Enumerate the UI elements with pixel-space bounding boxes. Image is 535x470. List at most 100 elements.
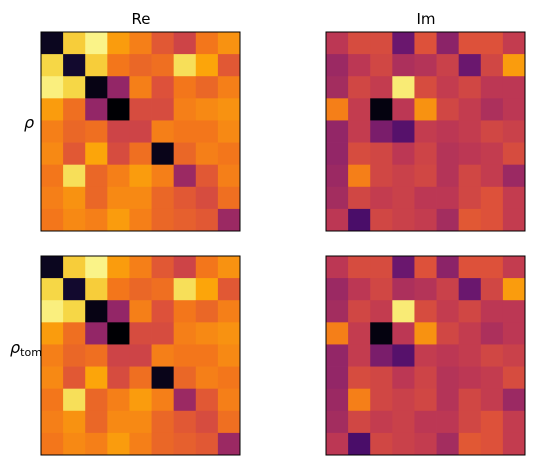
heatmap-cell-rho-tomo-imag-r2-c3 [392,300,415,323]
heatmap-cell-rho-tomo-real-r2-c3 [107,300,130,323]
heatmap-cell-rho-tomo-real-r8-c2 [85,432,108,456]
heatmap-cell-rho-tomo-imag-r8-c2 [370,432,393,456]
heatmap-cell-rho-imag-r8-c6 [458,208,482,232]
heatmap-cell-rho-tomo-imag-r4-c0 [326,344,349,367]
heatmap-cell-rho-imag-r0-c8 [502,32,526,55]
heatmap-cell-rho-imag-r7-c6 [458,186,482,210]
heatmap-cell-rho-tomo-imag-r5-c7 [480,366,504,390]
heatmap-cell-rho-tomo-imag-r3-c3 [392,322,415,345]
heatmap-cell-rho-tomo-real-r3-c8 [217,322,241,345]
heatmap-cell-rho-imag-r5-c1 [348,142,371,166]
heatmap-cell-rho-tomo-imag-r1-c7 [480,278,504,301]
heatmap-frame-rho-imag [325,31,526,232]
heatmap-cell-rho-real-r2-c8 [217,76,241,99]
heatmap-cell-rho-tomo-real-r8-c4 [129,432,152,456]
heatmap-cell-rho-tomo-real-r4-c4 [129,344,152,367]
heatmap-cell-rho-tomo-imag-r0-c4 [414,256,437,279]
heatmap-cell-rho-real-r2-c2 [85,76,108,99]
heatmap-cell-rho-imag-r1-c3 [392,54,415,77]
heatmap-cell-rho-imag-r6-c4 [414,164,437,188]
heatmap-cell-rho-tomo-real-r3-c2 [85,322,108,345]
heatmap-cell-rho-real-r0-c4 [129,32,152,55]
heatmap-cell-rho-tomo-real-r3-c7 [195,322,219,345]
heatmap-cell-rho-imag-r1-c5 [436,54,460,77]
heatmap-cell-rho-tomo-imag-r2-c4 [414,300,437,323]
heatmap-cell-rho-real-r6-c6 [173,164,197,188]
heatmap-cell-rho-real-r8-c2 [85,208,108,232]
heatmap-cell-rho-real-r2-c5 [151,76,175,99]
heatmap-cell-rho-tomo-imag-r0-c7 [480,256,504,279]
heatmap-cell-rho-tomo-imag-r8-c1 [348,432,371,456]
heatmap-cell-rho-real-r5-c3 [107,142,130,166]
heatmap-cell-rho-real-r2-c0 [41,76,64,99]
heatmap-cell-rho-tomo-real-r1-c5 [151,278,175,301]
heatmap-cell-rho-tomo-imag-r5-c2 [370,366,393,390]
heatmap-cell-rho-tomo-real-r8-c3 [107,432,130,456]
heatmap-cell-rho-tomo-imag-r1-c5 [436,278,460,301]
heatmap-cell-rho-tomo-real-r7-c4 [129,410,152,434]
heatmap-cell-rho-imag-r1-c0 [326,54,349,77]
heatmap-cell-rho-imag-r2-c3 [392,76,415,99]
heatmap-cell-rho-imag-r0-c6 [458,32,482,55]
heatmap-cell-rho-real-r7-c3 [107,186,130,210]
heatmap-cell-rho-real-r1-c8 [217,54,241,77]
heatmap-cell-rho-tomo-real-r4-c3 [107,344,130,367]
heatmap-cell-rho-imag-r2-c4 [414,76,437,99]
heatmap-cell-rho-tomo-real-r6-c2 [85,388,108,412]
row-label-rho: ρ [24,113,34,132]
heatmap-cell-rho-tomo-imag-r2-c0 [326,300,349,323]
heatmap-cell-rho-tomo-real-r2-c7 [195,300,219,323]
heatmap-cell-rho-tomo-imag-r7-c6 [458,410,482,434]
heatmap-cell-rho-real-r8-c5 [151,208,175,232]
heatmap-cell-rho-imag-r4-c7 [480,120,504,143]
heatmap-cell-rho-real-r2-c6 [173,76,197,99]
heatmap-cell-rho-tomo-imag-r0-c0 [326,256,349,279]
heatmap-cell-rho-imag-r6-c6 [458,164,482,188]
heatmap-cell-rho-real-r7-c8 [217,186,241,210]
heatmap-cell-rho-tomo-real-r6-c6 [173,388,197,412]
heatmap-cell-rho-imag-r6-c1 [348,164,371,188]
heatmap-cell-rho-tomo-imag-r6-c6 [458,388,482,412]
heatmap-cell-rho-tomo-real-r7-c6 [173,410,197,434]
heatmap-cell-rho-real-r1-c5 [151,54,175,77]
heatmap-cell-rho-real-r4-c8 [217,120,241,143]
heatmap-cell-rho-real-r6-c5 [151,164,175,188]
heatmap-cell-rho-imag-r0-c5 [436,32,460,55]
heatmap-frame-rho-real [40,31,241,232]
heatmap-cell-rho-tomo-imag-r7-c8 [502,410,526,434]
heatmap-cell-rho-imag-r8-c0 [326,208,349,232]
heatmap-cell-rho-tomo-real-r0-c6 [173,256,197,279]
heatmap-cell-rho-imag-r3-c2 [370,98,393,121]
heatmap-cell-rho-tomo-imag-r1-c4 [414,278,437,301]
heatmap-cell-rho-tomo-real-r0-c1 [63,256,86,279]
heatmap-cell-rho-imag-r6-c8 [502,164,526,188]
heatmap-cell-rho-imag-r8-c7 [480,208,504,232]
heatmap-cell-rho-tomo-imag-r2-c6 [458,300,482,323]
heatmap-cell-rho-tomo-imag-r4-c8 [502,344,526,367]
heatmap-cell-rho-tomo-imag-r2-c7 [480,300,504,323]
heatmap-cell-rho-tomo-real-r3-c0 [41,322,64,345]
heatmap-cell-rho-imag-r5-c4 [414,142,437,166]
heatmap-cell-rho-real-r7-c4 [129,186,152,210]
heatmap-cell-rho-tomo-imag-r7-c5 [436,410,460,434]
heatmap-cell-rho-tomo-imag-r5-c4 [414,366,437,390]
heatmap-cell-rho-tomo-imag-r8-c3 [392,432,415,456]
heatmap-cell-rho-tomo-imag-r6-c4 [414,388,437,412]
heatmap-cell-rho-tomo-real-r8-c6 [173,432,197,456]
heatmap-cell-rho-tomo-imag-r5-c5 [436,366,460,390]
heatmap-cell-rho-tomo-imag-r2-c2 [370,300,393,323]
heatmap-cell-rho-imag-r4-c0 [326,120,349,143]
heatmap-cell-rho-tomo-real-r1-c6 [173,278,197,301]
heatmap-cell-rho-real-r6-c4 [129,164,152,188]
heatmap-cell-rho-imag-r6-c2 [370,164,393,188]
heatmap-cell-rho-tomo-real-r6-c7 [195,388,219,412]
heatmap-cell-rho-tomo-real-r6-c4 [129,388,152,412]
heatmap-cell-rho-tomo-real-r1-c8 [217,278,241,301]
heatmap-cell-rho-tomo-imag-r5-c0 [326,366,349,390]
heatmap-cell-rho-real-r6-c2 [85,164,108,188]
heatmap-cell-rho-real-r5-c8 [217,142,241,166]
heatmap-cell-rho-real-r1-c4 [129,54,152,77]
heatmap-cell-rho-tomo-imag-r0-c5 [436,256,460,279]
heatmap-cell-rho-real-r8-c7 [195,208,219,232]
heatmap-cell-rho-tomo-imag-r0-c1 [348,256,371,279]
